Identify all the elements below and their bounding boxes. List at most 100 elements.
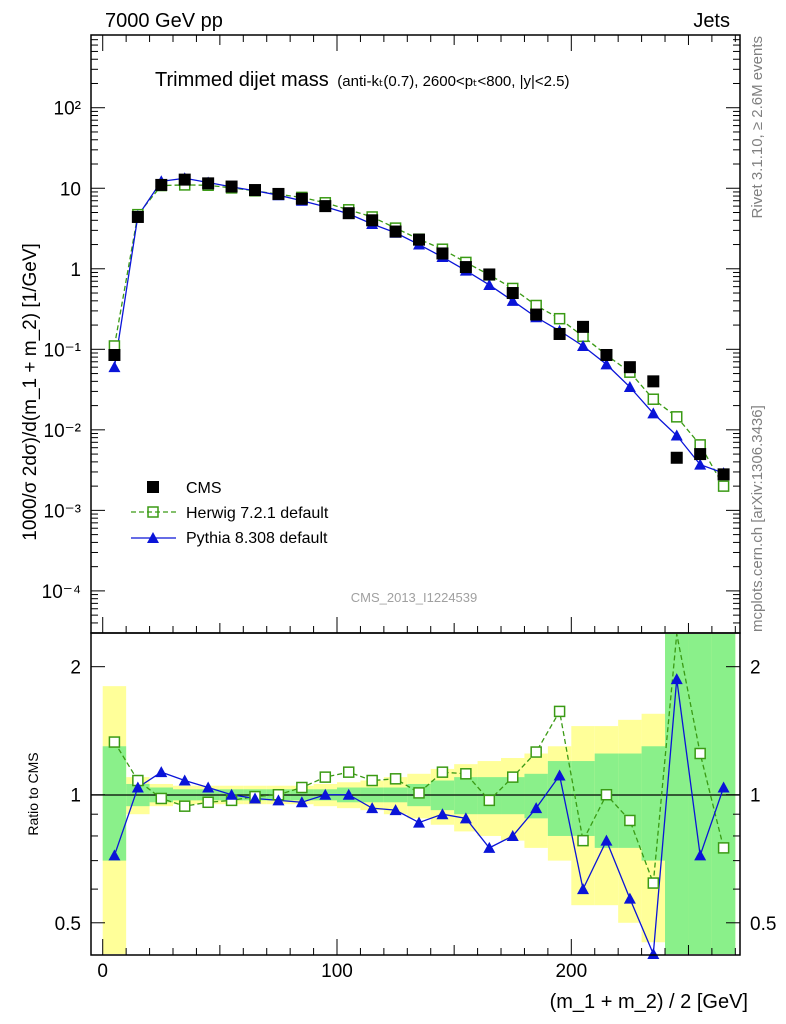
cms-uncertainty-inner: [547, 761, 572, 836]
herwig-ratio-point: [436, 766, 449, 778]
top-panel: 10⁻⁴ 10⁻³ 10⁻² 10⁻¹ 1 10 10²: [42, 34, 741, 634]
cms-uncertainty-inner: [454, 777, 478, 815]
herwig-ratio-point: [155, 792, 168, 805]
herwig-ratio-point: [460, 768, 472, 780]
pythia-point: [108, 361, 121, 373]
pythia-point: [577, 339, 590, 351]
herwig-ratio-point: [413, 787, 425, 799]
pythia-ratio-point: [389, 804, 402, 816]
pythia-ratio-point: [319, 788, 332, 800]
ratio-panel-frame: [90, 632, 741, 956]
cms-point: [272, 187, 285, 200]
y-tick-label-ratio-right: 0.5: [750, 914, 776, 935]
cms-uncertainty-inner: [571, 761, 595, 836]
cms-point: [694, 448, 707, 461]
cms-point: [249, 184, 262, 197]
y-tick-label-top: 1: [70, 260, 81, 281]
cms-point: [530, 308, 543, 321]
herwig-ratio-point: [483, 794, 496, 807]
ratio-panel-series: [108, 633, 730, 959]
y-tick-label-top: 10⁻¹: [44, 340, 82, 361]
x-tick-label: 0: [97, 961, 108, 982]
pythia-ratio-point: [249, 792, 262, 804]
energy-label: 7000 GeV pp: [105, 10, 223, 32]
legend-label-pythia: Pythia 8.308 default: [186, 530, 328, 547]
cms-uncertainty-inner: [524, 773, 548, 819]
cms-point: [342, 207, 355, 220]
herwig-ratio-point: [717, 842, 730, 854]
pythia-ratio-point: [530, 802, 543, 814]
herwig-ratio-point: [624, 814, 636, 827]
pythia-ratio-point: [577, 883, 590, 895]
pythia-ratio-point: [600, 834, 613, 846]
top-panel-ticks: 10⁻⁴ 10⁻³ 10⁻² 10⁻¹ 1 10 10²: [42, 34, 740, 634]
pythia-ratio-point: [155, 766, 168, 778]
herwig-ratio-point: [202, 796, 214, 809]
herwig-ratio-point: [389, 773, 402, 785]
x-axis-label: (m_1 + m_2) / 2 [GeV]: [550, 991, 748, 1013]
pythia-ratio-point: [670, 673, 683, 685]
pythia-ratio-point: [717, 781, 730, 793]
herwig-ratio-point: [366, 774, 378, 787]
cms-point: [389, 225, 402, 238]
cms-point: [647, 375, 660, 388]
y-tick-label-ratio: 2: [70, 658, 81, 679]
pythia-ratio-point: [483, 841, 496, 853]
pythia-point: [647, 407, 660, 419]
y-tick-label-top: 10: [60, 179, 81, 200]
cms-uncertainty-inner: [641, 746, 666, 861]
herwig-ratio-point: [694, 747, 706, 760]
cms-point: [600, 348, 613, 361]
cms-point: [295, 192, 308, 205]
chart-title-main: Trimmed dijet mass: [155, 69, 329, 91]
pythia-ratio-point: [295, 796, 308, 808]
cms-uncertainty-inner: [501, 777, 525, 815]
pythia-point: [694, 458, 707, 470]
herwig-ratio-point: [319, 771, 332, 783]
chart-title-detail: (anti-kₜ(0.7), 2600<pₜ<800, |y|<2.5): [337, 73, 569, 90]
watermark: CMS_2013_I1224539: [351, 590, 478, 605]
pythia-ratio-point: [225, 788, 238, 800]
legend: CMS Herwig 7.2.1 default Pythia 8.308 de…: [131, 480, 329, 547]
cms-uncertainty-inner: [618, 753, 642, 848]
pythia-ratio-point: [131, 781, 144, 793]
legend-label-herwig: Herwig 7.2.1 default: [186, 505, 329, 522]
pythia-ratio-point: [694, 849, 707, 861]
cms-point: [155, 178, 168, 191]
cms-uncertainty-inner: [665, 634, 689, 954]
pythia-point: [600, 358, 613, 370]
herwig-ratio-point: [178, 800, 191, 812]
cms-point: [577, 320, 590, 333]
x-tick-label: 200: [555, 961, 587, 982]
y-tick-label-ratio-right: 1: [750, 786, 761, 807]
pythia-ratio-point: [202, 781, 215, 793]
pythia-ratio-point: [108, 849, 121, 861]
pythia-ratio-point: [623, 892, 636, 904]
cms-uncertainty-inner: [711, 634, 736, 954]
y-tick-label-ratio: 1: [70, 786, 81, 807]
herwig-ratio-point: [577, 834, 589, 847]
cms-point: [623, 361, 636, 374]
pythia-ratio-point: [342, 788, 355, 800]
cms-point: [202, 177, 215, 190]
x-tick-label: 100: [321, 961, 353, 982]
pythia-ratio-point: [272, 794, 285, 806]
process-label: Jets: [693, 10, 730, 32]
herwig-point: [647, 393, 660, 405]
y-tick-label-top: 10⁻⁴: [42, 582, 81, 603]
y-tick-label-ratio: 0.5: [55, 914, 81, 935]
pythia-ratio-point: [553, 769, 566, 781]
y-axis-label-ratio: Ratio to CMS: [25, 752, 41, 835]
pythia-point: [483, 278, 496, 290]
cms-point: [108, 348, 121, 361]
herwig-ratio-point: [506, 771, 519, 783]
cms-point: [670, 451, 683, 464]
herwig-ratio-point: [342, 766, 355, 778]
pythia-point: [506, 294, 519, 306]
top-panel-series: [108, 172, 730, 492]
pythia-ratio-point: [436, 808, 449, 820]
cms-uncertainty-inner: [102, 746, 127, 861]
rivet-version-label: Rivet 3.1.10, ≥ 2.6M events: [749, 36, 766, 219]
herwig-line: [113, 184, 725, 487]
cms-point: [225, 180, 238, 193]
